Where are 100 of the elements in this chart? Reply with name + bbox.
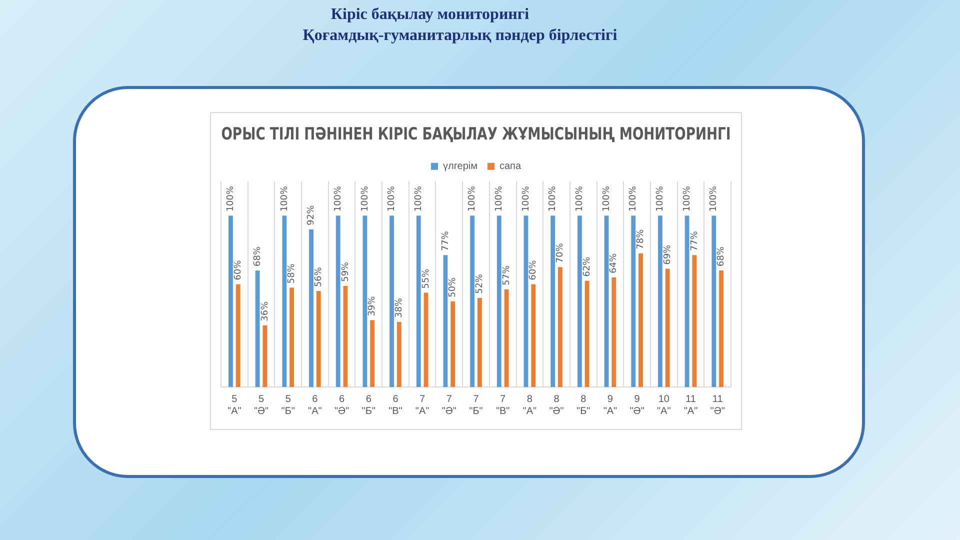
data-label: 100% [280,185,290,212]
data-label: 59% [340,261,351,282]
data-label: 52% [475,273,486,294]
x-tick-label: 9 "А" [603,394,618,417]
data-label: 60% [528,260,539,280]
data-label: 39% [368,296,378,316]
bar [638,253,643,387]
chart-title: ОРЫС ТІЛІ ПӘНІНЕН КІРІС БАҚЫЛАУ ЖҰМЫСЫНЫҢ МОНИТОРИНГІ [221,124,731,144]
data-label: 62% [582,256,592,277]
bar [370,320,375,387]
text: Кіріс бақылау мониторингі [330,5,530,25]
x-tick-label: 7 "Ә" [442,394,457,417]
data-label: 38% [394,297,405,318]
data-label: 100% [575,185,586,212]
data-label: 55% [421,268,432,289]
legend-label: сапа [499,161,522,172]
data-label: 100% [360,185,370,212]
bar [228,216,233,387]
bar [477,298,482,387]
x-tick-label: 6 "А" [308,394,322,417]
x-tick-label: 11 "Ә" [710,394,726,417]
bar [309,229,314,387]
bar [712,216,716,387]
data-label: 77% [690,230,700,252]
data-label: 100% [521,185,532,212]
bar [524,216,528,387]
legend-label: үлгерім [442,161,478,172]
data-label: 100% [387,185,398,212]
bar [396,322,402,387]
data-label: 36% [260,300,270,322]
data-label: 64% [609,252,620,274]
x-tick-label: 5 "А" [228,394,242,417]
data-label: 100% [628,185,639,212]
x-tick-label: 9 "Ә" [630,394,645,417]
bar [336,216,340,387]
bar [262,325,268,387]
data-label: 100% [226,185,236,212]
x-tick-label: 5 "Б" [281,394,296,417]
x-tick-label: 8 "А" [522,394,538,417]
bar [631,216,636,387]
bar [584,280,590,387]
data-label: 100% [602,185,612,212]
data-label: 78% [636,228,646,250]
x-tick-label: 10 "А" [657,394,672,417]
data-label: 100% [414,185,424,212]
bar [604,216,609,387]
bar [282,216,287,387]
data-label: 58% [287,263,298,284]
bar [612,277,616,387]
data-label: 100% [468,185,478,212]
bar [665,268,670,387]
data-label: 100% [333,185,344,212]
bar [390,216,394,387]
bar [470,216,475,387]
x-tick-label: 7 "Б" [469,394,484,417]
x-tick-label: 6 "В" [388,394,403,417]
bar [504,289,509,387]
data-label: 68% [716,246,727,266]
bar [255,270,260,387]
bar [692,255,697,387]
x-tick-label: 8 "Б" [576,394,591,417]
x-tick-label: 11 "А" [684,394,698,417]
bar [316,291,321,387]
bar [443,255,448,387]
bar [558,267,562,387]
bar [531,284,536,387]
data-label: 100% [656,185,666,212]
bar [719,270,724,387]
data-label: 92% [306,204,317,226]
x-tick-label: 7 "А" [415,394,430,417]
bar [450,301,456,387]
data-label: 100% [494,185,504,212]
data-label: 77% [440,230,451,252]
data-label: 100% [682,185,692,212]
data-label: 56% [314,266,324,288]
bar [577,216,582,387]
x-tick-label: 8 "Ә" [549,394,564,417]
bar [658,216,662,387]
x-tick-label: 6 "Б" [362,394,376,417]
bar [550,216,556,387]
bar [362,216,368,387]
bar [416,216,421,387]
bar [290,288,294,387]
text: Қоғамдық-гуманитарлық пәндер бірлестігі [302,26,618,46]
data-label: 100% [548,185,558,212]
data-label: 57% [502,264,512,286]
bar [496,216,502,387]
data-label: 100% [709,185,720,212]
bar [343,286,348,387]
bar [236,284,240,387]
bar [684,216,690,387]
data-label: 60% [233,260,244,280]
data-label: 70% [556,242,566,264]
x-tick-label: 7 "В" [496,394,510,417]
bar [424,292,428,387]
x-tick-label: 6 "Ә" [334,394,350,417]
x-tick-label: 5 "Ә" [254,394,270,417]
data-label: 50% [448,276,458,298]
data-label: 68% [252,246,263,266]
data-label: 69% [662,244,673,265]
